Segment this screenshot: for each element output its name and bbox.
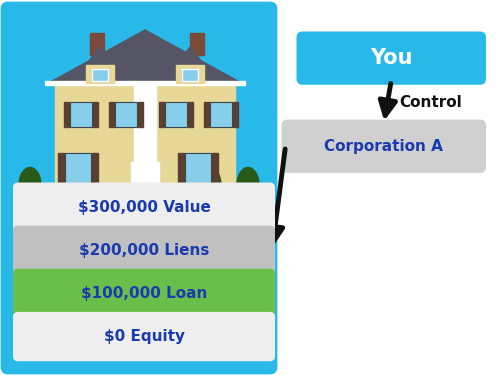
Bar bbox=[160, 207, 165, 225]
Bar bbox=[188, 102, 193, 127]
Polygon shape bbox=[45, 30, 245, 85]
Bar bbox=[178, 153, 184, 183]
FancyBboxPatch shape bbox=[13, 269, 275, 318]
Ellipse shape bbox=[199, 168, 221, 202]
FancyBboxPatch shape bbox=[282, 120, 486, 173]
Bar bbox=[55, 85, 235, 207]
Bar bbox=[208, 190, 212, 210]
Bar bbox=[165, 102, 187, 127]
Bar bbox=[86, 65, 114, 83]
Bar bbox=[185, 153, 211, 183]
FancyBboxPatch shape bbox=[296, 32, 486, 85]
Bar bbox=[58, 153, 64, 183]
Bar bbox=[233, 102, 238, 127]
Bar bbox=[165, 102, 187, 127]
Bar bbox=[65, 153, 91, 183]
Bar bbox=[73, 190, 77, 210]
FancyBboxPatch shape bbox=[2, 3, 276, 373]
Bar bbox=[190, 207, 195, 225]
Bar bbox=[20, 211, 268, 215]
Bar bbox=[65, 153, 91, 183]
Bar bbox=[115, 102, 137, 127]
Bar bbox=[40, 207, 45, 225]
Bar bbox=[204, 102, 209, 127]
Bar bbox=[55, 207, 60, 225]
Bar bbox=[115, 102, 137, 127]
FancyBboxPatch shape bbox=[13, 226, 275, 275]
Bar bbox=[92, 153, 98, 183]
Text: $100,000 Loan: $100,000 Loan bbox=[81, 286, 207, 301]
Bar bbox=[90, 33, 104, 55]
Bar bbox=[182, 69, 198, 81]
Ellipse shape bbox=[64, 168, 86, 202]
Bar bbox=[205, 207, 210, 225]
Bar bbox=[235, 207, 240, 225]
Text: You: You bbox=[370, 48, 412, 68]
Bar bbox=[212, 153, 218, 183]
Bar bbox=[210, 102, 232, 127]
Bar bbox=[100, 207, 105, 225]
Bar bbox=[93, 102, 98, 127]
Bar bbox=[145, 207, 150, 225]
Bar bbox=[220, 207, 225, 225]
Polygon shape bbox=[174, 47, 206, 67]
Bar bbox=[115, 207, 120, 225]
Bar bbox=[85, 207, 90, 225]
FancyBboxPatch shape bbox=[13, 183, 275, 232]
Text: $0 Equity: $0 Equity bbox=[104, 329, 184, 344]
Ellipse shape bbox=[237, 168, 259, 202]
Bar bbox=[92, 69, 108, 81]
Bar bbox=[210, 102, 232, 127]
FancyBboxPatch shape bbox=[13, 312, 275, 361]
Ellipse shape bbox=[19, 168, 41, 202]
Bar bbox=[20, 219, 268, 223]
Bar bbox=[175, 207, 180, 225]
Polygon shape bbox=[45, 81, 245, 85]
Bar bbox=[138, 102, 143, 127]
Bar bbox=[18, 205, 260, 227]
Bar bbox=[159, 102, 164, 127]
Bar bbox=[92, 69, 108, 81]
Circle shape bbox=[150, 184, 156, 189]
Bar bbox=[70, 102, 92, 127]
Bar bbox=[109, 102, 114, 127]
Text: $200,000 Liens: $200,000 Liens bbox=[79, 243, 209, 258]
Bar bbox=[70, 102, 92, 127]
Bar bbox=[25, 207, 30, 225]
Bar bbox=[185, 153, 211, 183]
Bar bbox=[134, 85, 156, 207]
Bar bbox=[131, 162, 159, 207]
Polygon shape bbox=[84, 47, 116, 67]
Bar bbox=[127, 205, 163, 215]
Bar bbox=[246, 190, 250, 210]
Bar bbox=[130, 207, 135, 225]
Bar bbox=[70, 207, 75, 225]
Bar bbox=[182, 69, 198, 81]
Bar bbox=[28, 190, 32, 210]
Bar bbox=[64, 102, 69, 127]
Text: $300,000 Value: $300,000 Value bbox=[78, 200, 210, 214]
Text: Corporation A: Corporation A bbox=[324, 139, 443, 154]
Bar bbox=[190, 33, 204, 55]
Bar bbox=[176, 65, 204, 83]
Bar bbox=[250, 207, 255, 225]
Text: Control: Control bbox=[399, 95, 462, 110]
